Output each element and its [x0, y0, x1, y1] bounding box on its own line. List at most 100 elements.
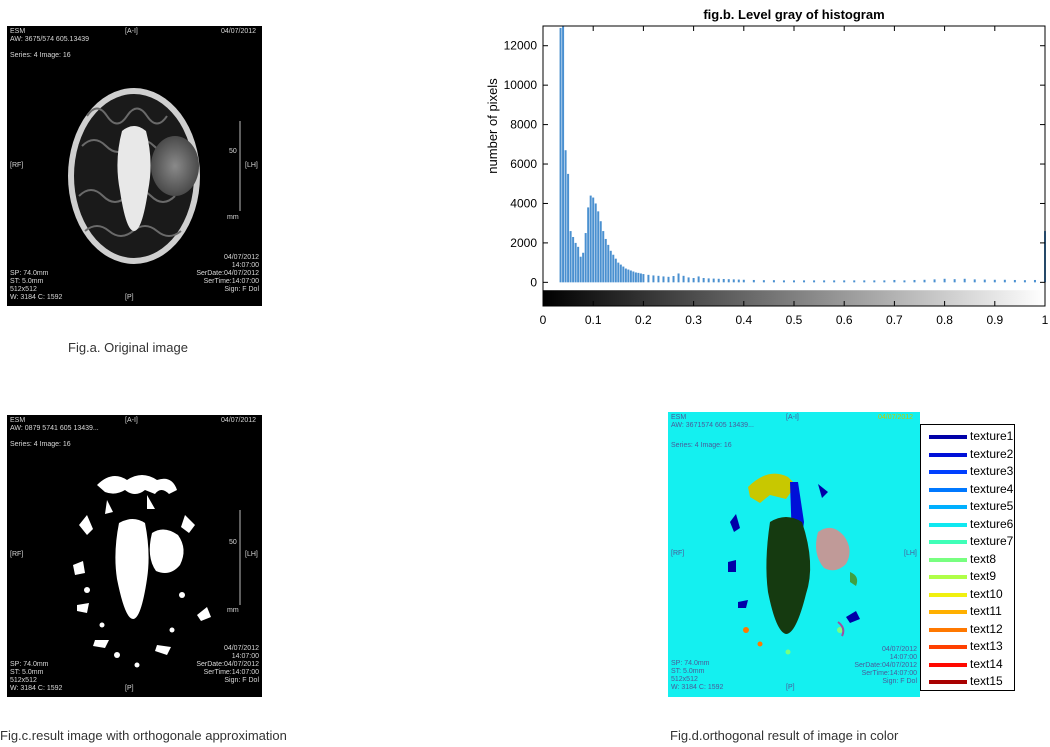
y-tick-label: 12000 [504, 39, 538, 53]
overlay-orientation-bottom: [P] [786, 684, 795, 691]
legend-swatch [929, 610, 967, 614]
histogram-bar [564, 150, 567, 283]
legend-label: texture6 [970, 516, 1014, 531]
original-mri-image: ESM AW: 3675/574 605.13439 Series: 4 Ima… [7, 26, 262, 306]
histogram-bar [803, 280, 806, 283]
overlay-st: ST: 5.0mm [671, 668, 705, 675]
x-tick-label: 0 [540, 313, 547, 327]
overlay-window: W: 3184 C: 1592 [671, 684, 724, 691]
grayscale-colorbar [543, 290, 1045, 306]
overlay-st: ST: 5.0mm [10, 278, 44, 285]
histogram-bar [617, 262, 620, 283]
histogram-bar [587, 207, 590, 283]
histogram-bar [697, 276, 700, 283]
overlay-series: Series: 4 Image: 16 [671, 442, 732, 449]
overlay-date-2: 04/07/2012 [881, 646, 917, 653]
legend-swatch [929, 592, 967, 597]
overlay-orientation-right: [LH] [904, 550, 917, 557]
histogram-bar [993, 279, 996, 283]
histogram-bar [589, 195, 592, 283]
legend-swatch [929, 505, 967, 509]
histogram-bar [717, 278, 720, 283]
caption-fig-d: Fig.d.orthogonal result of image in colo… [670, 728, 899, 743]
overlay-sign: Sign: F Dol [882, 678, 917, 685]
overlay-id: AW: 3675/574 605.13439 [10, 36, 90, 43]
histogram-bar [642, 274, 645, 283]
overlay-orientation-bottom: [P] [125, 294, 134, 301]
legend-item: texture1 [921, 428, 1016, 445]
overlay-date: 04/07/2012 [221, 28, 257, 35]
histogram-bar [813, 280, 816, 283]
histogram-bar [607, 244, 610, 283]
x-tick-label: 0.4 [735, 313, 752, 327]
legend-label: text15 [970, 674, 1003, 688]
binary-result-image: ESM AW: 0879 5741 605 13439... Series: 4… [7, 415, 262, 697]
legend-item: text11 [921, 603, 1016, 620]
histogram-bar [637, 272, 640, 283]
legend-item: texture3 [921, 463, 1016, 480]
overlay-series: Series: 4 Image: 16 [10, 441, 71, 448]
overlay-orientation-right: [LH] [245, 162, 258, 169]
overlay-matrix: 512x512 [671, 676, 698, 683]
legend-swatch [929, 557, 967, 562]
legend-label: texture1 [970, 429, 1014, 443]
overlay-st: ST: 5.0mm [10, 669, 44, 676]
histogram-bar [632, 271, 635, 283]
legend-item: texture7 [921, 533, 1016, 550]
legend-label: text8 [970, 551, 997, 566]
overlay-orientation-top: [A-I] [125, 417, 138, 424]
histogram-bar [1023, 280, 1026, 283]
legend-swatch [929, 680, 967, 684]
histogram-bar [712, 278, 715, 283]
overlay-id: AW: 3671574 605 13439... [671, 422, 754, 429]
legend-item: text10 [921, 586, 1016, 603]
overlay-orientation-top: [A-I] [786, 414, 799, 421]
overlay-sertime: SerTime:14:07:00 [861, 670, 917, 677]
region-text10 [748, 473, 796, 503]
chart-title: fig.b. Level gray of histogram [703, 7, 884, 22]
histogram-bar [652, 275, 655, 283]
overlay-sertime: SerTime:14:07:00 [203, 278, 259, 285]
legend-label: texture2 [970, 446, 1014, 461]
histogram-bar [1003, 279, 1006, 283]
overlay-time: 14:07:00 [231, 262, 259, 269]
caption-fig-a: Fig.a. Original image [68, 340, 188, 355]
overlay-sp: SP: 74.0mm [671, 660, 710, 667]
legend-item: texture2 [921, 446, 1016, 463]
legend-item: text12 [921, 621, 1016, 638]
histogram-bar [702, 278, 705, 283]
caption-fig-c: Fig.c.result image with orthogonale appr… [0, 728, 287, 743]
overlay-institution: ESM [10, 28, 26, 35]
histogram-bar [853, 280, 856, 283]
histogram-bar [579, 256, 582, 283]
overlay-window: W: 3184 C: 1592 [10, 685, 63, 692]
overlay-orientation-top: [A-I] [125, 28, 138, 35]
overlay-sp: SP: 74.0mm [10, 270, 49, 277]
legend-swatch [929, 435, 967, 439]
overlay-window: W: 3184 C: 1592 [10, 294, 63, 301]
region-text12-spots [743, 627, 763, 647]
histogram-bar [923, 279, 926, 283]
histogram-bar [772, 280, 775, 283]
histogram-bar [833, 280, 836, 283]
region-ventricles [766, 517, 811, 634]
histogram-bar [742, 279, 745, 283]
histogram-bar [577, 246, 580, 283]
overlay-orientation-bottom: [P] [125, 685, 134, 692]
binary-sulci [73, 475, 211, 668]
histogram-bar [609, 250, 612, 283]
overlay-serdate: SerDate:04/07/2012 [196, 270, 259, 277]
histogram-bar [903, 280, 906, 283]
overlay-matrix: 512x512 [10, 677, 37, 684]
histogram-bar [843, 280, 846, 283]
histogram-svg: 0 2000 4000 6000 8000 10000 12000 0 0.1 0.2 0.3 0.4… [485, 7, 1049, 327]
y-tick-label: 6000 [510, 157, 537, 171]
legend-label: text13 [970, 639, 1003, 653]
y-tick-label: 8000 [510, 118, 537, 132]
legend-label: text10 [970, 586, 1003, 601]
y-axis-label: number of pixels [485, 78, 500, 174]
histogram-bar [682, 275, 685, 283]
legend-item: texture5 [921, 498, 1016, 515]
x-tick-label: 0.7 [886, 313, 903, 327]
histogram-bar [677, 273, 680, 283]
